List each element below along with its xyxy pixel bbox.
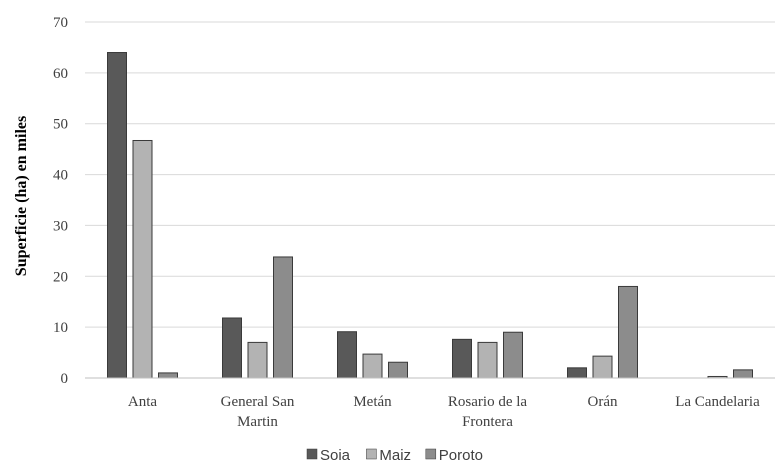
y-tick-label: 10 bbox=[53, 320, 68, 336]
bar-maiz-4 bbox=[592, 355, 613, 379]
legend-label-poroto: Poroto bbox=[439, 447, 483, 464]
legend-swatch-poroto bbox=[425, 448, 437, 460]
bar-poroto-0 bbox=[158, 372, 178, 379]
bar-poroto-2 bbox=[388, 361, 408, 379]
y-tick-label: 0 bbox=[61, 371, 69, 387]
x-tick-label: Rosario de la Frontera bbox=[448, 394, 527, 430]
bar-soia-2 bbox=[337, 331, 357, 379]
legend-swatch-maiz bbox=[366, 448, 377, 460]
x-tick-label: Anta bbox=[128, 394, 158, 410]
y-tick-label: 40 bbox=[53, 168, 68, 184]
legend-label-soia: Soia bbox=[320, 447, 351, 464]
bar-soia-1 bbox=[222, 317, 242, 379]
bar-soia-4 bbox=[567, 367, 587, 379]
x-tick-label: Metán bbox=[353, 394, 392, 410]
y-tick-label: 20 bbox=[53, 269, 68, 285]
x-tick-label: General San Martin bbox=[221, 394, 295, 430]
y-tick-labels: 0 10 20 30 40 50 60 70 bbox=[53, 15, 68, 387]
bar-maiz-1 bbox=[247, 341, 268, 379]
y-tick-label: 70 bbox=[53, 15, 68, 31]
legend: Soia Maiz Poroto bbox=[306, 447, 483, 464]
bar-soia-0 bbox=[107, 52, 127, 379]
legend-label-maiz: Maiz bbox=[379, 447, 411, 464]
y-tick-label: 30 bbox=[53, 218, 68, 234]
bar-poroto-4 bbox=[618, 285, 638, 379]
bar-maiz-2 bbox=[362, 353, 383, 379]
y-tick-label: 60 bbox=[53, 66, 68, 82]
bars bbox=[107, 52, 753, 379]
x-tick-labels: Anta General San Martin Metán Rosario de la F… bbox=[128, 394, 760, 430]
legend-swatch-soia bbox=[306, 448, 318, 460]
y-axis-label: Superficie (ha) en miles bbox=[13, 116, 30, 276]
bar-poroto-1 bbox=[273, 256, 293, 379]
gridlines bbox=[85, 21, 775, 328]
y-tick-label: 50 bbox=[53, 117, 68, 133]
bar-maiz-3 bbox=[477, 341, 498, 379]
x-tick-label: Orán bbox=[588, 394, 618, 410]
x-tick-label: La Candelaria bbox=[675, 394, 760, 410]
bar-poroto-3 bbox=[503, 331, 523, 379]
bar-maiz-0 bbox=[132, 139, 153, 379]
bar-poroto-5 bbox=[733, 369, 753, 379]
bar-soia-3 bbox=[452, 338, 472, 379]
